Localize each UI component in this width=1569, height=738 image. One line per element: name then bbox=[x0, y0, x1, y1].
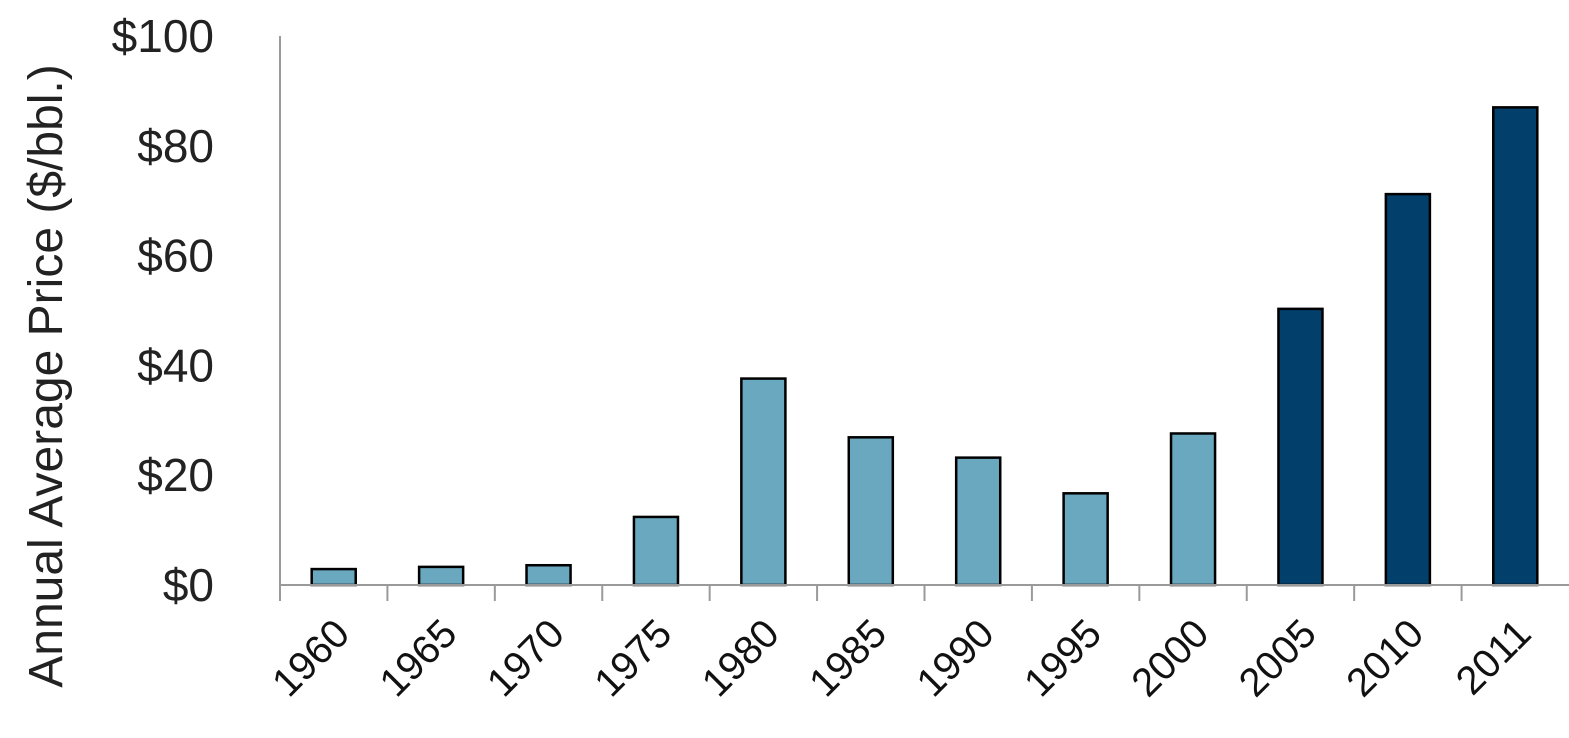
x-tick-label: 1985 bbox=[801, 611, 895, 705]
bar-1975 bbox=[632, 515, 680, 587]
bar-1985 bbox=[847, 436, 895, 587]
bar-1980 bbox=[740, 377, 787, 587]
x-tick-label: 1965 bbox=[371, 611, 465, 705]
x-tick-label: 2011 bbox=[1448, 611, 1540, 703]
y-tick-label: $80 bbox=[137, 120, 214, 172]
bar-1965 bbox=[417, 565, 465, 587]
x-tick-label: 1975 bbox=[586, 611, 680, 705]
bar-1960 bbox=[310, 567, 357, 587]
y-tick-label: $20 bbox=[137, 449, 214, 501]
x-tick-label: 2000 bbox=[1123, 611, 1217, 705]
y-tick-label: $60 bbox=[137, 230, 214, 282]
y-tick-label: $100 bbox=[112, 10, 214, 62]
axes bbox=[279, 36, 1569, 601]
x-tick-label: 1960 bbox=[264, 611, 358, 705]
x-tick-label: 1990 bbox=[909, 611, 1003, 705]
x-tick-label: 2005 bbox=[1231, 611, 1325, 705]
x-axis-ticks: 1960 1965 1970 1975 1980 1985 1990 1995 2000 2005… bbox=[264, 611, 1540, 705]
bar-2011 bbox=[1492, 106, 1539, 587]
y-tick-label: $0 bbox=[163, 559, 214, 611]
bar-1970 bbox=[525, 563, 572, 587]
bar-2005 bbox=[1277, 307, 1324, 587]
bar-1990 bbox=[954, 456, 1002, 587]
bar-1995 bbox=[1062, 492, 1109, 587]
bar-2000 bbox=[1169, 432, 1217, 587]
y-tick-label: $40 bbox=[137, 339, 214, 391]
bars bbox=[310, 106, 1539, 587]
x-tick-label: 2010 bbox=[1338, 611, 1432, 705]
x-tick-label: 1995 bbox=[1016, 611, 1110, 705]
x-tick-label: 1970 bbox=[479, 611, 573, 705]
y-axis-ticks: $0 $20 $40 $60 $80 $100 bbox=[112, 10, 214, 611]
y-axis-label: Annual Average Price ($/bbl.) bbox=[20, 64, 73, 687]
bar-2010 bbox=[1384, 192, 1432, 587]
x-tick-label: 1980 bbox=[694, 611, 788, 705]
